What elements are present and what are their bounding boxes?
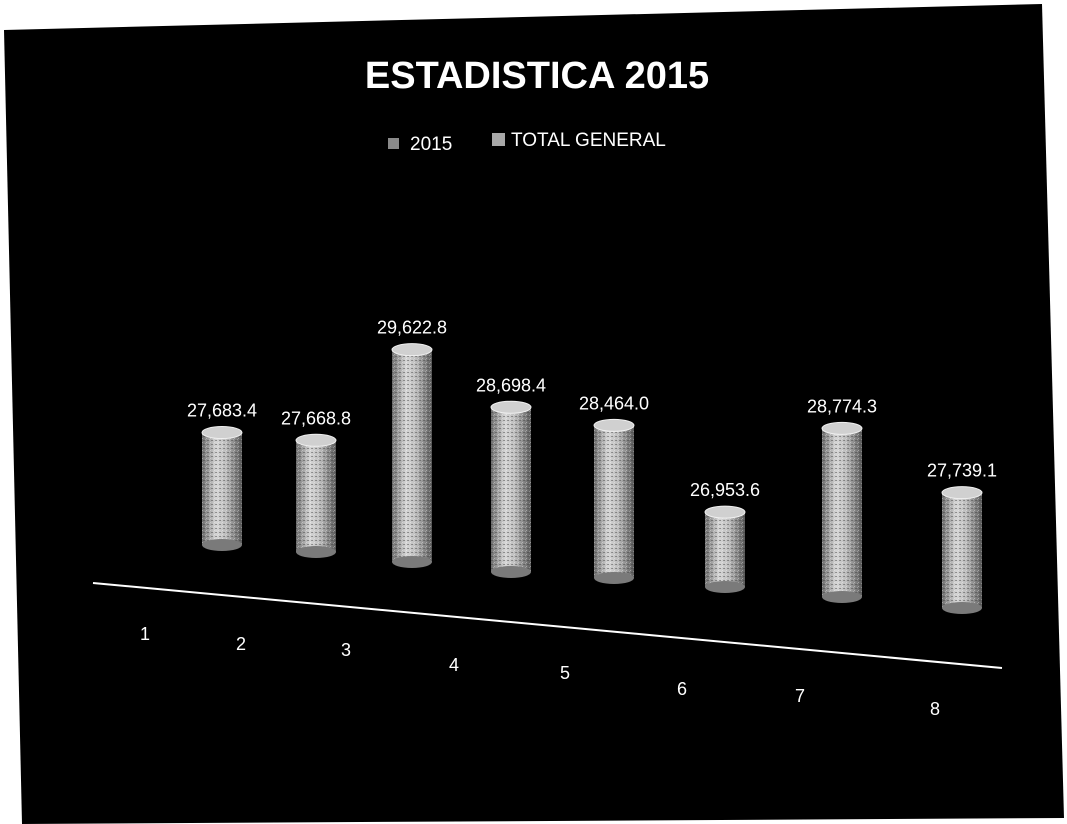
legend-swatch-total-general: [492, 133, 505, 146]
bar-top-cap: [821, 421, 863, 435]
bar-texture: [942, 492, 982, 608]
bar-4: [490, 400, 532, 578]
legend-swatch-2015: [388, 138, 399, 149]
bar-bottom-cap: [392, 556, 432, 568]
bar-2: [295, 433, 337, 558]
bar-texture: [296, 440, 336, 552]
bar-5: [593, 418, 635, 584]
x-tick-label-8: 8: [930, 699, 940, 719]
x-tick-label-2: 2: [236, 634, 246, 654]
bar-7: [821, 421, 863, 603]
data-labels-layer: 27,683.4 27,668.8 29,622.8 28,698.4 28,464.0…: [187, 318, 997, 500]
legend-label-total-general: TOTAL GENERAL: [511, 130, 666, 151]
legend: 2015 TOTAL GENERAL: [388, 130, 666, 155]
legend-label-2015: 2015: [410, 134, 452, 155]
bar-top-cap: [704, 505, 746, 519]
chart-title: ESTADISTICA 2015: [365, 55, 709, 97]
data-label-3: 29,622.8: [377, 318, 447, 338]
data-label-7: 28,774.3: [807, 396, 877, 416]
bar-texture: [705, 512, 745, 587]
x-tick-labels-layer: 1 2 3 4 5 6 7 8: [140, 624, 940, 719]
bar-bottom-cap: [491, 566, 531, 578]
bar-texture: [491, 407, 531, 572]
bar-texture: [594, 425, 634, 578]
bar-8: [941, 486, 983, 614]
bar-bottom-cap: [594, 572, 634, 584]
data-label-1: 27,683.4: [187, 401, 257, 421]
bar-6: [704, 505, 746, 593]
x-tick-label-6: 6: [677, 679, 687, 699]
bar-bottom-cap: [942, 602, 982, 614]
x-tick-label-5: 5: [560, 663, 570, 683]
bar-top-cap: [295, 433, 337, 447]
x-tick-label-1: 1: [140, 624, 150, 644]
data-label-6: 26,953.6: [690, 480, 760, 500]
bar-top-cap: [941, 486, 983, 500]
data-label-5: 28,464.0: [579, 393, 649, 413]
data-label-8: 27,739.1: [927, 461, 997, 481]
bar-top-cap: [391, 343, 433, 357]
x-tick-label-7: 7: [795, 686, 805, 706]
bar-texture: [202, 432, 242, 545]
bar-texture: [822, 428, 862, 597]
bar-top-cap: [201, 426, 243, 440]
x-tick-label-4: 4: [449, 655, 459, 675]
bar-bottom-cap: [202, 539, 242, 551]
bar-1: [201, 426, 243, 551]
bars-layer: [201, 343, 983, 614]
bar-bottom-cap: [705, 581, 745, 593]
data-label-2: 27,668.8: [281, 408, 351, 428]
chart-background: [4, 4, 1064, 824]
bar-bottom-cap: [296, 546, 336, 558]
x-axis-line: [92, 582, 1003, 669]
bar-bottom-cap: [822, 591, 862, 603]
bar-top-cap: [490, 400, 532, 414]
x-tick-label-3: 3: [341, 640, 351, 660]
bar-3: [391, 343, 433, 568]
data-label-4: 28,698.4: [476, 375, 546, 395]
bar-texture: [392, 349, 432, 562]
bar-top-cap: [593, 418, 635, 432]
